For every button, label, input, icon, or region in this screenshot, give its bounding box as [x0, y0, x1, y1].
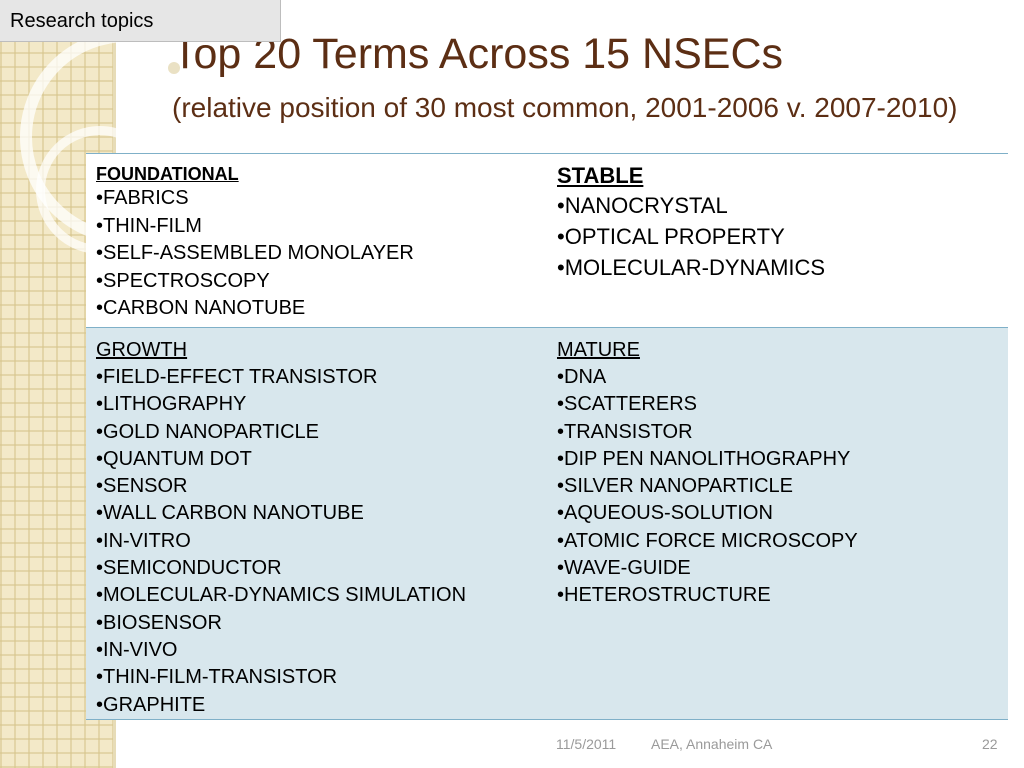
- slide-subtitle: (relative position of 30 most common, 20…: [172, 92, 958, 123]
- term-list-foundational: FABRICSTHIN-FILMSELF-ASSEMBLED MONOLAYER…: [96, 185, 548, 323]
- term-item: GRAPHITE: [96, 692, 548, 719]
- term-item: BIOSENSOR: [96, 610, 548, 637]
- decorative-dot: [168, 62, 180, 74]
- term-item: IN-VIVO: [96, 637, 548, 664]
- quadrant-title-foundational: FOUNDATIONAL: [96, 164, 239, 184]
- term-item: MOLECULAR-DYNAMICS SIMULATION: [96, 582, 548, 609]
- term-item: CARBON NANOTUBE: [96, 295, 548, 323]
- quadrant-stable: STABLE NANOCRYSTALOPTICAL PROPERTYMOLECU…: [548, 154, 1008, 327]
- term-item: LITHOGRAPHY: [96, 391, 548, 418]
- term-list-stable: NANOCRYSTALOPTICAL PROPERTYMOLECULAR-DYN…: [557, 190, 1008, 283]
- term-item: AQUEOUS-SOLUTION: [557, 500, 1008, 527]
- term-item: TRANSISTOR: [557, 419, 1008, 446]
- quadrant-title-mature: MATURE: [557, 339, 640, 361]
- quadrant-mature: MATURE DNASCATTERERSTRANSISTORDIP PEN NA…: [548, 328, 1008, 719]
- term-item: NANOCRYSTAL: [557, 190, 1008, 221]
- quadrant-foundational: FOUNDATIONAL FABRICSTHIN-FILMSELF-ASSEMB…: [86, 154, 548, 327]
- footer-venue: AEA, Annaheim CA: [651, 736, 773, 752]
- term-item: GOLD NANOPARTICLE: [96, 419, 548, 446]
- quadrant-title-stable: STABLE: [557, 163, 644, 188]
- quadrant-title-growth: GROWTH: [96, 339, 188, 361]
- term-item: QUANTUM DOT: [96, 446, 548, 473]
- table-row-top: FOUNDATIONAL FABRICSTHIN-FILMSELF-ASSEMB…: [86, 153, 1008, 328]
- footer-date: 11/5/2011: [556, 736, 617, 752]
- term-item: SCATTERERS: [557, 391, 1008, 418]
- term-item: FIELD-EFFECT TRANSISTOR: [96, 364, 548, 391]
- term-item: IN-VITRO: [96, 528, 548, 555]
- term-item: OPTICAL PROPERTY: [557, 221, 1008, 252]
- term-item: SPECTROSCOPY: [96, 268, 548, 296]
- term-item: MOLECULAR-DYNAMICS: [557, 252, 1008, 283]
- term-item: WAVE-GUIDE: [557, 555, 1008, 582]
- term-list-growth: FIELD-EFFECT TRANSISTORLITHOGRAPHYGOLD N…: [96, 364, 548, 719]
- quadrant-growth: GROWTH FIELD-EFFECT TRANSISTORLITHOGRAPH…: [86, 328, 548, 719]
- term-item: THIN-FILM: [96, 213, 548, 241]
- term-item: SENSOR: [96, 473, 548, 500]
- term-item: ATOMIC FORCE MICROSCOPY: [557, 528, 1008, 555]
- terms-table: FOUNDATIONAL FABRICSTHIN-FILMSELF-ASSEMB…: [86, 153, 1008, 720]
- term-item: SILVER NANOPARTICLE: [557, 473, 1008, 500]
- footer-page-number: 22: [982, 736, 998, 752]
- term-item: DIP PEN NANOLITHOGRAPHY: [557, 446, 1008, 473]
- term-item: HETEROSTRUCTURE: [557, 582, 1008, 609]
- term-item: DNA: [557, 364, 1008, 391]
- term-list-mature: DNASCATTERERSTRANSISTORDIP PEN NANOLITHO…: [557, 364, 1008, 610]
- term-item: THIN-FILM-TRANSISTOR: [96, 664, 548, 691]
- term-item: SELF-ASSEMBLED MONOLAYER: [96, 240, 548, 268]
- term-item: SEMICONDUCTOR: [96, 555, 548, 582]
- section-tag: Research topics: [0, 0, 281, 42]
- term-item: FABRICS: [96, 185, 548, 213]
- table-row-bottom: GROWTH FIELD-EFFECT TRANSISTORLITHOGRAPH…: [86, 328, 1008, 720]
- term-item: WALL CARBON NANOTUBE: [96, 500, 548, 527]
